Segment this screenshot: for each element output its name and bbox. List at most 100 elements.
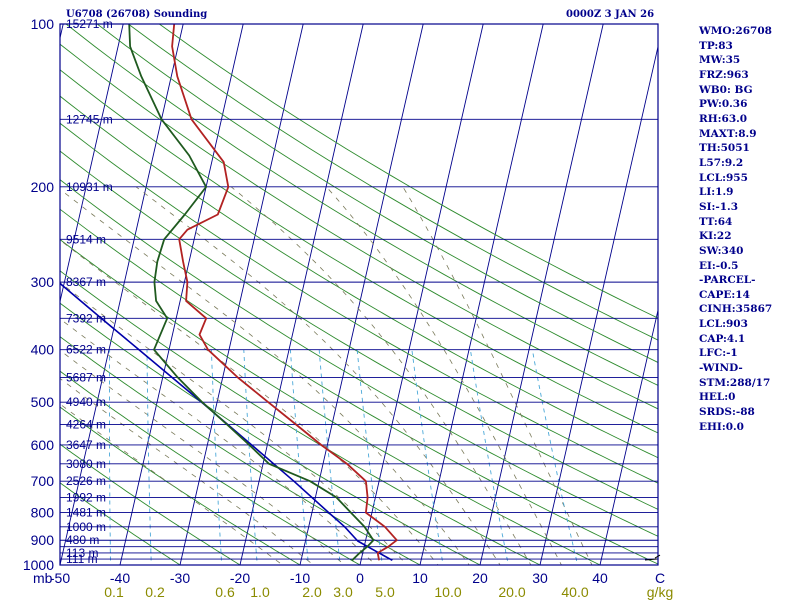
- index-item: -PARCEL-: [699, 274, 756, 287]
- index-item: PW:0.36: [699, 98, 748, 111]
- isotherm: [479, 24, 604, 565]
- dry-adiabat: [60, 406, 301, 565]
- isotherm: [359, 24, 484, 565]
- index-item: EI:-0.5: [699, 259, 739, 272]
- parcel-trace: [60, 282, 393, 562]
- temperature-tick-label: 20: [472, 570, 488, 586]
- dry-adiabat: [60, 179, 658, 537]
- mixing-ratio-line: [210, 349, 223, 565]
- dry-adiabat: [60, 238, 602, 565]
- dry-adiabat: [60, 95, 658, 459]
- mixing-ratio-label: 40.0: [561, 584, 588, 600]
- mixing-ratio-line: [109, 349, 111, 565]
- index-item: KI:22: [699, 230, 732, 243]
- dry-adiabat: [65, 24, 658, 386]
- moist-adiabat: [326, 186, 562, 565]
- dewpoint-trace: [128, 24, 375, 561]
- moist-adiabat: [231, 186, 532, 565]
- y-axis-unit: mb: [33, 570, 53, 586]
- isotherm: [179, 24, 304, 565]
- mixing-ratio-label: 1.0: [250, 584, 270, 600]
- mixing-ratio-line: [146, 349, 152, 565]
- isotherm: [239, 24, 364, 565]
- temperature-tick-label: 0: [356, 570, 364, 586]
- wind-barb-flag: [654, 554, 661, 559]
- height-label: 480 m: [66, 533, 99, 547]
- isotherm: [0, 24, 3, 565]
- temperature-tick-label: -50: [50, 570, 70, 586]
- height-label: 9514 m: [66, 232, 106, 246]
- dry-adiabat: [60, 302, 481, 565]
- index-item: -WIND-: [699, 362, 743, 375]
- index-item: RH:63.0: [699, 112, 748, 125]
- dry-adiabat: [60, 443, 241, 565]
- pressure-label: 1000: [23, 557, 54, 573]
- pressure-label: 800: [31, 505, 55, 521]
- index-item: EHI:0.0: [699, 420, 744, 433]
- index-item: TH:5051: [699, 142, 750, 155]
- pressure-label: 300: [31, 274, 55, 290]
- moist-adiabat: [60, 318, 377, 565]
- indices-panel: WMO:26708 TP:83 MW:35 FRZ:963 WB0: BG PW:0.36…: [699, 24, 799, 434]
- height-label: 4264 m: [66, 418, 106, 432]
- mixing-ratio-label: 10.0: [434, 584, 461, 600]
- pressure-label: 200: [31, 179, 55, 195]
- index-item: SRDS:-88: [699, 406, 755, 419]
- mixing-ratio-label: 3.0: [333, 584, 353, 600]
- pressure-label: 600: [31, 437, 55, 453]
- temperature-trace: [171, 24, 398, 561]
- index-item: L57:9.2: [699, 156, 744, 169]
- station-title: U6708 (26708) Sounding: [66, 9, 208, 20]
- mixing-ratio-line: [411, 349, 444, 565]
- isotherm: [599, 308, 658, 565]
- height-label: 113 m: [66, 546, 98, 560]
- height-label: 8367 m: [66, 275, 106, 289]
- isotherm: [539, 44, 658, 565]
- index-item: TP:83: [699, 39, 733, 52]
- index-item: FRZ:963: [699, 68, 749, 81]
- isotherm: [60, 24, 124, 304]
- index-item: STM:288/17: [699, 376, 771, 389]
- index-item: HEL:0: [699, 391, 736, 404]
- index-item: SI:-1.3: [699, 200, 738, 213]
- index-item: LI:1.9: [699, 186, 734, 199]
- pressure-label: 100: [31, 16, 55, 32]
- sounding-datetime: 0000Z 3 JAN 26: [566, 9, 655, 20]
- pressure-label: 400: [31, 342, 55, 358]
- isotherm: [60, 24, 184, 565]
- height-label: 6522 m: [66, 343, 106, 357]
- dry-adiabat: [96, 24, 658, 363]
- temperature-tick-label: -10: [290, 570, 310, 586]
- mixing-ratio-line: [318, 349, 341, 565]
- mixing-ratio-line: [289, 349, 309, 565]
- pressure-label: 900: [31, 532, 55, 548]
- moist-adiabat: [60, 188, 470, 565]
- temperature-tick-label: -20: [230, 570, 250, 586]
- height-label: 12745 m: [66, 112, 113, 126]
- temperature-tick-label: 30: [532, 570, 548, 586]
- index-item: MAXT:8.9: [699, 127, 757, 140]
- dry-adiabat: [60, 270, 542, 565]
- x-axis-unit: C: [655, 570, 665, 586]
- temperature-tick-label: -30: [170, 570, 190, 586]
- index-item: CINH:35867: [699, 303, 773, 316]
- dry-adiabat: [60, 482, 181, 565]
- moist-adiabat: [135, 186, 501, 565]
- height-label: 1481 m: [66, 506, 106, 520]
- index-item: LFC:-1: [699, 347, 738, 360]
- index-item: CAP:4.1: [699, 332, 746, 345]
- height-label: 111 m: [66, 552, 98, 566]
- plot-frame: [59, 23, 659, 566]
- height-label: 1992 m: [66, 490, 106, 504]
- dry-adiabat: [60, 69, 658, 434]
- index-item: SW:340: [699, 244, 744, 257]
- moist-adiabat: [60, 377, 315, 565]
- index-item: CAPE:14: [699, 288, 750, 301]
- height-label: 3080 m: [66, 457, 106, 471]
- height-label: 4940 m: [66, 395, 106, 409]
- mixing-ratio-line: [531, 349, 579, 565]
- isotherm: [419, 24, 544, 565]
- height-label: 7392 m: [66, 311, 106, 325]
- dry-adiabat: [127, 24, 658, 341]
